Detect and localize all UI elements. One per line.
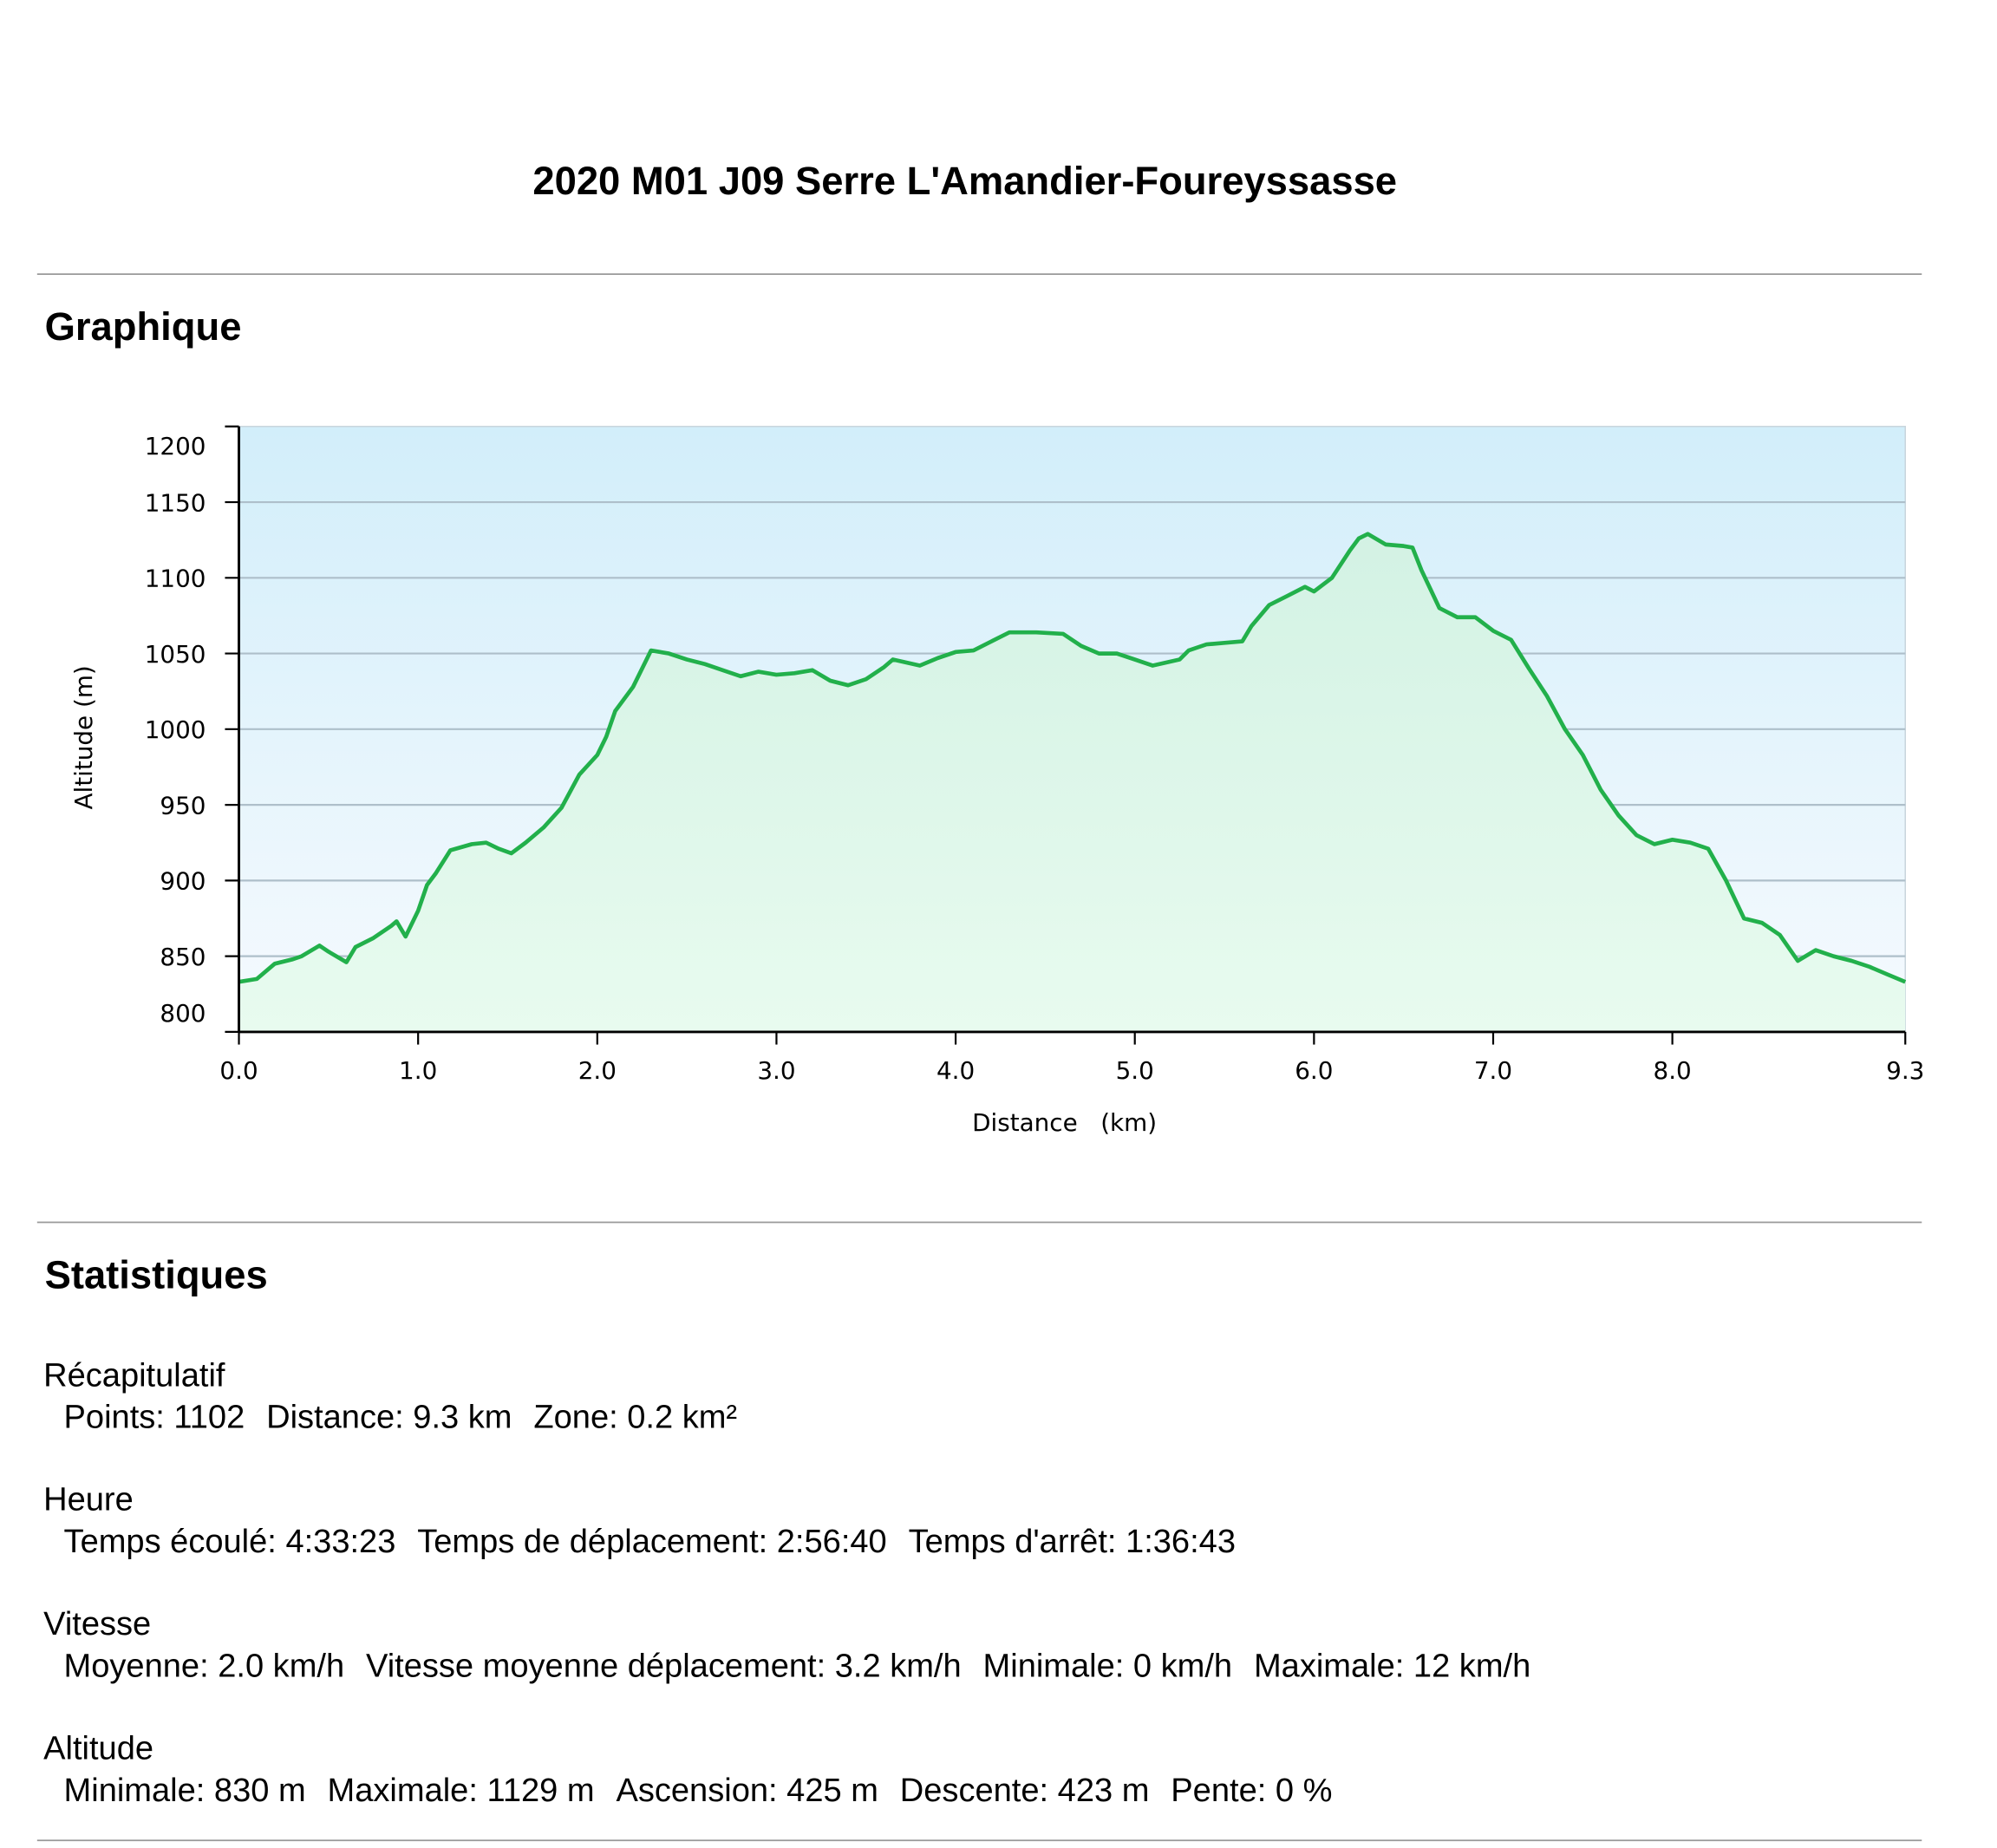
y-axis-label: Altitude (m) (69, 665, 98, 809)
y-tick-label: 850 (160, 943, 206, 971)
page-title: 2020 M01 J09 Serre L'Amandier-Foureyssas… (532, 159, 1397, 203)
stat-item: Minimale: 0 km/h (983, 1648, 1233, 1684)
y-tick-label: 1050 (145, 640, 206, 669)
stat-group-label: Récapitulatif (43, 1357, 225, 1394)
line (238, 532, 1907, 984)
stat-item: Pente: 0 % (1171, 1773, 1332, 1809)
x-tick-label: 0.0 (219, 1056, 258, 1085)
section-heading: Graphique (45, 304, 242, 349)
stat-item: Distance: 9.3 km (266, 1400, 512, 1436)
stat-line: Temps écoulé: 4:33:23 Temps de déplacemen… (64, 1524, 1236, 1560)
stat-item: Temps écoulé: 4:33:23 (64, 1524, 396, 1560)
stat-item: Zone: 0.2 km² (533, 1400, 737, 1436)
y-tick-label: 800 (160, 999, 206, 1028)
y-tick-label: 1200 (145, 432, 206, 460)
stat-item: Temps de déplacement: 2:56:40 (417, 1524, 886, 1560)
stat-line: Points: 1102 Distance: 9.3 km Zone: 0.2 km… (64, 1400, 738, 1436)
stat-item: Temps d'arrêt: 1:36:43 (909, 1524, 1236, 1560)
x-tick-label: 7.0 (1474, 1056, 1512, 1085)
stat-line: Moyenne: 2.0 km/h Vitesse moyenne déplace… (64, 1648, 1531, 1684)
stat-item: Minimale: 830 m (64, 1773, 306, 1809)
y-tick-label: 900 (160, 867, 206, 896)
stat-group-label: Heure (43, 1482, 134, 1518)
x-tick-label: 6.0 (1295, 1056, 1333, 1085)
chart: 800 850 900 950 1000 1050 1100 1150 1200 0.0 1.0 2.… (69, 425, 1924, 1137)
x-axis-label: Distance (km) (972, 1108, 1157, 1137)
stat-item: Maximale: 12 km/h (1254, 1648, 1530, 1684)
x-tick-label: 4.0 (937, 1056, 975, 1085)
x-tick-label: 2.0 (578, 1056, 617, 1085)
stat-item: Descente: 423 m (900, 1773, 1150, 1809)
x-tick-label: 5.0 (1116, 1056, 1154, 1085)
x-tick-label: 1.0 (399, 1056, 437, 1085)
stat-item: Moyenne: 2.0 km/h (64, 1648, 345, 1684)
stat-item: Vitesse moyenne déplacement: 3.2 km/h (366, 1648, 962, 1684)
stat-line: Minimale: 830 m Maximale: 1129 m Ascension… (64, 1773, 1333, 1809)
area (238, 533, 1906, 1032)
statistics: Récapitulatif Points: 1102 Distance: 9.3 k… (43, 1357, 1530, 1809)
x-tick-label: 3.0 (757, 1056, 795, 1085)
stat-item: Points: 1102 (64, 1400, 245, 1436)
y-tick-label: 950 (160, 791, 206, 820)
y-tick-label: 1000 (145, 715, 206, 744)
stat-group-label: Vitesse (43, 1606, 151, 1642)
y-tick-label: 1100 (145, 565, 206, 593)
y-tick-label: 1150 (145, 488, 206, 517)
x-tick-label: 8.0 (1654, 1056, 1692, 1085)
stat-group-label: Altitude (43, 1731, 153, 1767)
x-tick-label: 9.3 (1886, 1056, 1924, 1085)
stat-item: Ascension: 425 m (616, 1773, 878, 1809)
stat-item: Maximale: 1129 m (328, 1773, 595, 1809)
section-heading: Statistiques (45, 1253, 268, 1297)
